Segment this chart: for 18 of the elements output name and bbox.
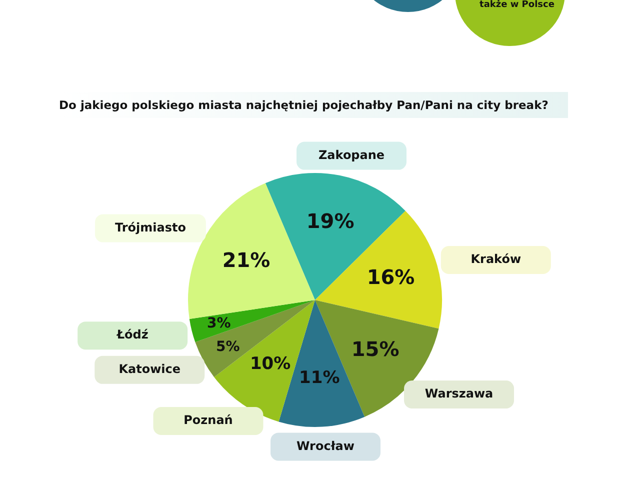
- data-label: 16%: [366, 264, 415, 289]
- slice-label: Trójmiasto: [114, 220, 186, 234]
- slice-label: Zakopane: [318, 148, 385, 162]
- data-label: 21%: [222, 248, 270, 272]
- slice-label: Poznań: [184, 413, 233, 428]
- slice-label: Łódź: [116, 328, 148, 342]
- slice-label: Kraków: [470, 252, 522, 266]
- data-label: 11%: [299, 368, 340, 388]
- text: także w Polsce: [478, 0, 556, 10]
- slice-label: Warszawa: [424, 386, 494, 401]
- slice-label: Wrocław: [296, 438, 354, 453]
- data-label: 19%: [306, 208, 354, 233]
- data-label: 3%: [206, 316, 231, 332]
- data-label: 10%: [250, 354, 291, 374]
- data-label: 5%: [216, 338, 240, 355]
- chart-title: Do jakiego polskiego miasta najchętniej pojechałby Pan/Pani na city break?: [55, 92, 568, 118]
- data-label: 15%: [351, 336, 400, 361]
- slice-label: Katowice: [118, 362, 181, 376]
